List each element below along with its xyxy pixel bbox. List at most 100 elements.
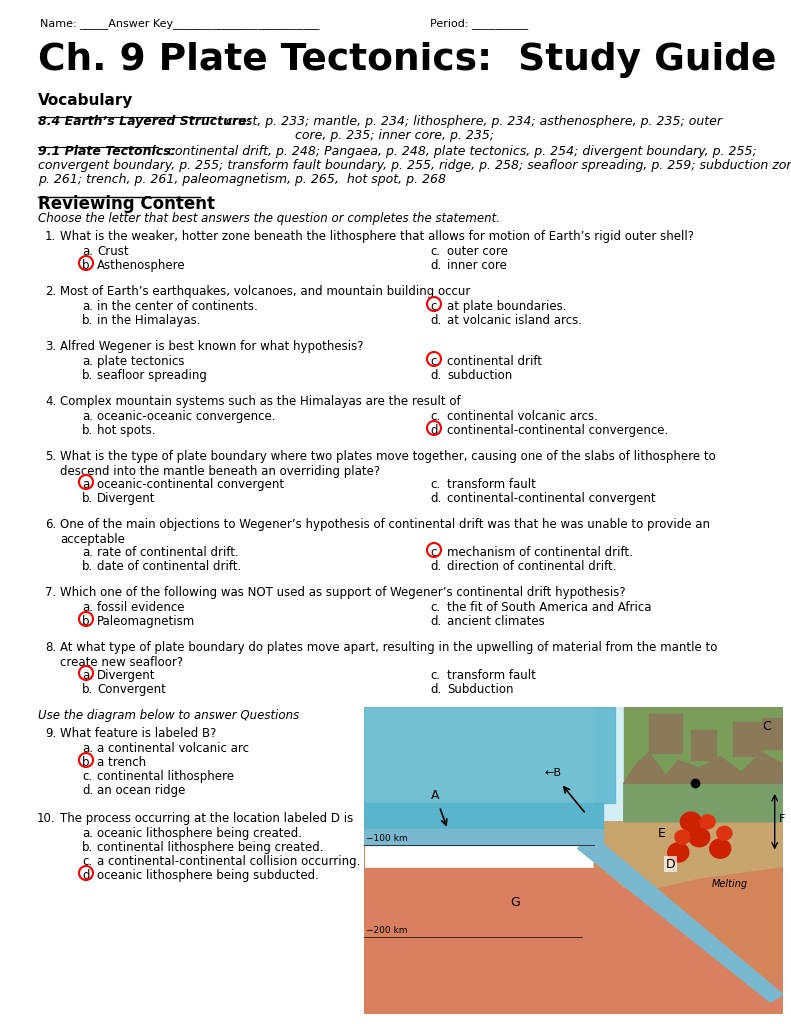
Text: the fit of South America and Africa: the fit of South America and Africa — [447, 601, 652, 614]
Text: b.: b. — [82, 369, 93, 382]
Polygon shape — [691, 729, 716, 760]
Text: continental drift: continental drift — [447, 355, 542, 368]
Text: c.: c. — [430, 669, 440, 682]
Text: Name: _____Answer Key__________________________: Name: _____Answer Key___________________… — [40, 18, 320, 29]
Text: at plate boundaries.: at plate boundaries. — [447, 300, 566, 313]
Polygon shape — [364, 803, 603, 829]
Text: b.: b. — [82, 756, 93, 769]
Text: c.: c. — [430, 478, 440, 490]
Polygon shape — [649, 715, 683, 753]
Text: continental drift, p. 248; Pangaea, p. 248, plate tectonics, p. 254; divergent b: continental drift, p. 248; Pangaea, p. 2… — [160, 145, 757, 158]
Text: c.: c. — [430, 245, 440, 258]
Text: Asthenosphere: Asthenosphere — [97, 259, 186, 272]
Text: a.: a. — [82, 546, 93, 559]
Text: subduction: subduction — [447, 369, 513, 382]
Text: date of continental drift.: date of continental drift. — [97, 560, 241, 573]
Text: core, p. 235; inner core, p. 235;: core, p. 235; inner core, p. 235; — [295, 129, 494, 142]
Circle shape — [717, 826, 732, 840]
Text: c.: c. — [430, 355, 440, 368]
Polygon shape — [624, 707, 783, 821]
Text: What feature is labeled B?: What feature is labeled B? — [60, 727, 217, 740]
Text: a continental volcanic arc: a continental volcanic arc — [97, 742, 249, 755]
Text: hot spots.: hot spots. — [97, 424, 156, 437]
Polygon shape — [595, 821, 783, 887]
Polygon shape — [582, 821, 783, 983]
Text: The process occurring at the location labeled D is: The process occurring at the location la… — [60, 812, 354, 825]
Text: a.: a. — [82, 601, 93, 614]
Text: Which one of the following was NOT used as support of Wegener’s continental drif: Which one of the following was NOT used … — [60, 586, 626, 599]
Circle shape — [668, 843, 689, 862]
Text: D: D — [666, 858, 676, 870]
Text: One of the main objections to Wegener’s hypothesis of continental drift was that: One of the main objections to Wegener’s … — [60, 518, 710, 546]
Text: a.: a. — [82, 478, 93, 490]
Polygon shape — [364, 868, 783, 1014]
Text: d.: d. — [430, 369, 441, 382]
Circle shape — [689, 827, 710, 847]
Text: 8.: 8. — [45, 641, 56, 654]
Text: −100 km: −100 km — [366, 834, 407, 843]
Text: inner core: inner core — [447, 259, 507, 272]
Text: What is the weaker, hotter zone beneath the lithosphere that allows for motion o: What is the weaker, hotter zone beneath … — [60, 230, 694, 243]
Circle shape — [700, 815, 715, 828]
Text: in the Himalayas.: in the Himalayas. — [97, 314, 200, 327]
Polygon shape — [595, 821, 783, 891]
Text: d.: d. — [430, 259, 441, 272]
Text: direction of continental drift.: direction of continental drift. — [447, 560, 616, 573]
Text: c.: c. — [430, 410, 440, 423]
Text: crust, p. 233; mantle, p. 234; lithosphere, p. 234; asthenosphere, p. 235; outer: crust, p. 233; mantle, p. 234; lithosphe… — [218, 115, 722, 128]
Text: c.: c. — [430, 546, 440, 559]
Text: transform fault: transform fault — [447, 669, 536, 682]
Text: oceanic lithosphere being subducted.: oceanic lithosphere being subducted. — [97, 869, 319, 882]
Text: b.: b. — [82, 314, 93, 327]
Text: c.: c. — [82, 855, 92, 868]
Text: d.: d. — [430, 683, 441, 696]
Text: b.: b. — [82, 424, 93, 437]
Text: b.: b. — [82, 560, 93, 573]
Text: b.: b. — [82, 683, 93, 696]
Text: a.: a. — [82, 355, 93, 368]
Text: a continental-continental collision occurring.: a continental-continental collision occu… — [97, 855, 361, 868]
Text: an ocean ridge: an ocean ridge — [97, 784, 185, 797]
Text: d.: d. — [430, 615, 441, 628]
Polygon shape — [624, 753, 783, 783]
Text: continental-continental convergent: continental-continental convergent — [447, 492, 656, 505]
Text: c.: c. — [82, 770, 92, 783]
Text: c.: c. — [430, 300, 440, 313]
Text: oceanic-oceanic convergence.: oceanic-oceanic convergence. — [97, 410, 275, 423]
Text: transform fault: transform fault — [447, 478, 536, 490]
Text: Vocabulary: Vocabulary — [38, 93, 134, 108]
Text: 7.: 7. — [45, 586, 56, 599]
Text: continental-continental convergence.: continental-continental convergence. — [447, 424, 668, 437]
Text: 3.: 3. — [45, 340, 56, 353]
Text: outer core: outer core — [447, 245, 508, 258]
Polygon shape — [364, 707, 615, 803]
Text: F: F — [779, 814, 785, 823]
Text: 1.: 1. — [45, 230, 56, 243]
Text: Ch. 9 Plate Tectonics:  Study Guide: Ch. 9 Plate Tectonics: Study Guide — [38, 42, 777, 78]
Text: a.: a. — [82, 669, 93, 682]
Text: 5.: 5. — [45, 450, 56, 463]
Polygon shape — [732, 722, 763, 757]
Polygon shape — [595, 707, 783, 841]
Text: a.: a. — [82, 827, 93, 840]
Text: a.: a. — [82, 742, 93, 755]
Text: b.: b. — [82, 259, 93, 272]
Text: continental lithosphere: continental lithosphere — [97, 770, 234, 783]
Text: b.: b. — [82, 492, 93, 505]
Text: Subduction: Subduction — [447, 683, 513, 696]
Text: at volcanic island arcs.: at volcanic island arcs. — [447, 314, 582, 327]
Text: in the center of continents.: in the center of continents. — [97, 300, 258, 313]
Polygon shape — [624, 707, 783, 783]
Text: a trench: a trench — [97, 756, 146, 769]
Text: convergent boundary, p. 255; transform fault boundary, p. 255, ridge, p. 258; se: convergent boundary, p. 255; transform f… — [38, 159, 791, 172]
Text: Use the diagram below to answer Questions: Use the diagram below to answer Question… — [38, 709, 299, 722]
Text: 8.4 Earth’s Layered Structure:: 8.4 Earth’s Layered Structure: — [38, 115, 252, 128]
Polygon shape — [364, 841, 783, 1014]
Text: ancient climates: ancient climates — [447, 615, 545, 628]
Text: a.: a. — [82, 410, 93, 423]
Text: Melting: Melting — [712, 879, 748, 889]
Text: seafloor spreading: seafloor spreading — [97, 369, 207, 382]
Text: 10.: 10. — [37, 812, 55, 825]
Circle shape — [710, 839, 731, 858]
Text: rate of continental drift.: rate of continental drift. — [97, 546, 239, 559]
